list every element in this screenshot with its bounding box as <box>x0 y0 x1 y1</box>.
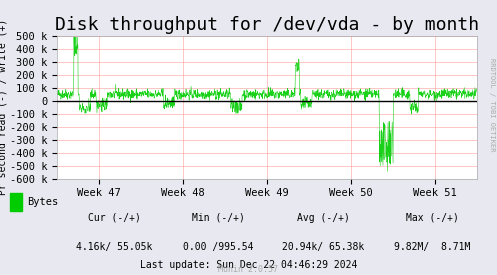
Text: Last update: Sun Dec 22 04:46:29 2024: Last update: Sun Dec 22 04:46:29 2024 <box>140 260 357 271</box>
Text: Max (-/+): Max (-/+) <box>406 213 459 222</box>
Text: Bytes: Bytes <box>27 197 59 207</box>
Y-axis label: Pr second read (-) / write (+): Pr second read (-) / write (+) <box>0 19 7 195</box>
Bar <box>10 193 22 211</box>
Text: Avg (-/+): Avg (-/+) <box>297 213 349 222</box>
Text: Cur (-/+): Cur (-/+) <box>88 213 141 222</box>
Title: Disk throughput for /dev/vda - by month: Disk throughput for /dev/vda - by month <box>55 16 479 34</box>
Text: Munin 2.0.57: Munin 2.0.57 <box>219 265 278 274</box>
Text: 0.00 /995.54: 0.00 /995.54 <box>183 242 254 252</box>
Text: RRDTOOL / TOBI OETIKER: RRDTOOL / TOBI OETIKER <box>489 58 495 151</box>
Text: Min (-/+): Min (-/+) <box>192 213 245 222</box>
Text: 9.82M/  8.71M: 9.82M/ 8.71M <box>394 242 471 252</box>
Text: 20.94k/ 65.38k: 20.94k/ 65.38k <box>282 242 364 252</box>
Text: 4.16k/ 55.05k: 4.16k/ 55.05k <box>76 242 153 252</box>
